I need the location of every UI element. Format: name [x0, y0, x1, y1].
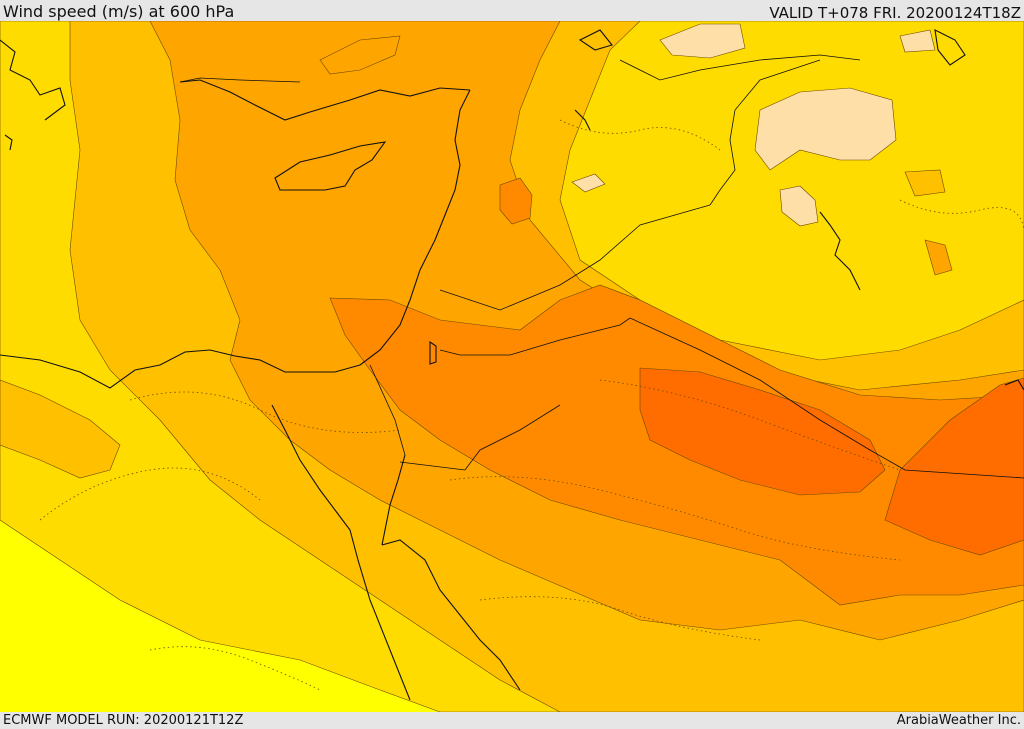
calm-patch-1 [754, 87, 897, 171]
coastlines [0, 29, 1024, 701]
patch-gold-west [0, 379, 121, 479]
model-run-label: ECMWF MODEL RUN: 20200121T12Z [3, 713, 244, 728]
dotted-contours [39, 119, 1024, 691]
band-core-far-east [884, 377, 1024, 556]
calm-patch-3 [659, 23, 746, 59]
borders [179, 54, 1024, 479]
calm-patch-5 [571, 173, 606, 193]
header-bar: Wind speed (m/s) at 600 hPa VALID T+078 … [0, 0, 1024, 22]
patch-orange-1 [319, 35, 401, 75]
calm-patch-2 [779, 185, 819, 227]
valid-time: VALID T+078 FRI. 20200124T18Z [769, 4, 1021, 22]
wind-speed-map [0, 21, 1024, 712]
patch-orange-2 [499, 177, 533, 225]
map-title: Wind speed (m/s) at 600 hPa [3, 2, 235, 21]
patch-orange-east [924, 239, 953, 276]
band-core-east [639, 367, 886, 496]
patch-gold-east [904, 169, 946, 197]
calm-patch-4 [899, 29, 936, 53]
credit-label: ArabiaWeather Inc. [896, 713, 1021, 728]
footer-bar: ECMWF MODEL RUN: 20200121T12Z ArabiaWeat… [0, 712, 1024, 729]
